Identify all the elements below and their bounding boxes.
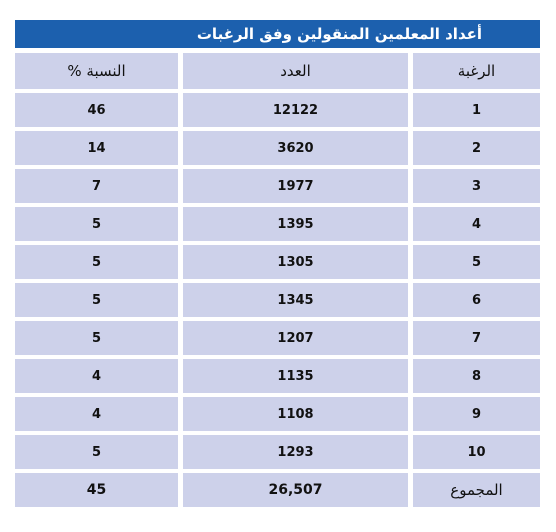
table-frame: أعداد المعلمين المنقولين وفق الرغبات الر… [15,20,540,511]
cell-rank: 8 [408,359,540,393]
cell-rank: 10 [408,435,540,469]
table-row: 4 1395 5 [15,207,540,241]
table-row: 10 1293 5 [15,435,540,469]
header-rank: الرغبة [408,53,540,89]
cell-count: 1135 [178,359,408,393]
cell-percent: 5 [15,283,178,317]
total-row: المجموع 26,507 45 [15,473,540,507]
cell-count: 1108 [178,397,408,431]
cell-count: 12122 [178,93,408,127]
cell-rank: 7 [408,321,540,355]
cell-percent: 5 [15,435,178,469]
table-row: 3 1977 7 [15,169,540,203]
cell-rank: 2 [408,131,540,165]
total-count: 26,507 [178,473,408,507]
table-row: 6 1345 5 [15,283,540,317]
header-count: العدد [178,53,408,89]
table-row: 5 1305 5 [15,245,540,279]
table-row: 2 3620 14 [15,131,540,165]
data-table: الرغبة العدد النسبة % 1 12122 46 2 3620 14 3 19… [15,49,540,511]
header-percent: النسبة % [15,53,178,89]
cell-count: 1305 [178,245,408,279]
total-label: المجموع [408,473,540,507]
cell-rank: 4 [408,207,540,241]
cell-percent: 14 [15,131,178,165]
cell-rank: 5 [408,245,540,279]
cell-count: 3620 [178,131,408,165]
cell-percent: 5 [15,321,178,355]
total-percent: 45 [15,473,178,507]
cell-percent: 7 [15,169,178,203]
table-row: 1 12122 46 [15,93,540,127]
cell-count: 1345 [178,283,408,317]
cell-percent: 4 [15,397,178,431]
cell-percent: 46 [15,93,178,127]
cell-percent: 4 [15,359,178,393]
cell-percent: 5 [15,245,178,279]
cell-count: 1293 [178,435,408,469]
cell-rank: 1 [408,93,540,127]
cell-count: 1207 [178,321,408,355]
table-row: 9 1108 4 [15,397,540,431]
table-title-text: أعداد المعلمين المنقولين وفق الرغبات [196,25,482,43]
table-body: 1 12122 46 2 3620 14 3 1977 7 4 1395 5 5 1305 5 6 1345 5 7… [15,93,540,507]
table-row: 8 1135 4 [15,359,540,393]
table-row: 7 1207 5 [15,321,540,355]
cell-percent: 5 [15,207,178,241]
cell-rank: 6 [408,283,540,317]
cell-count: 1977 [178,169,408,203]
cell-count: 1395 [178,207,408,241]
header-row: الرغبة العدد النسبة % [15,53,540,89]
cell-rank: 3 [408,169,540,203]
cell-rank: 9 [408,397,540,431]
table-title: أعداد المعلمين المنقولين وفق الرغبات [15,20,540,48]
